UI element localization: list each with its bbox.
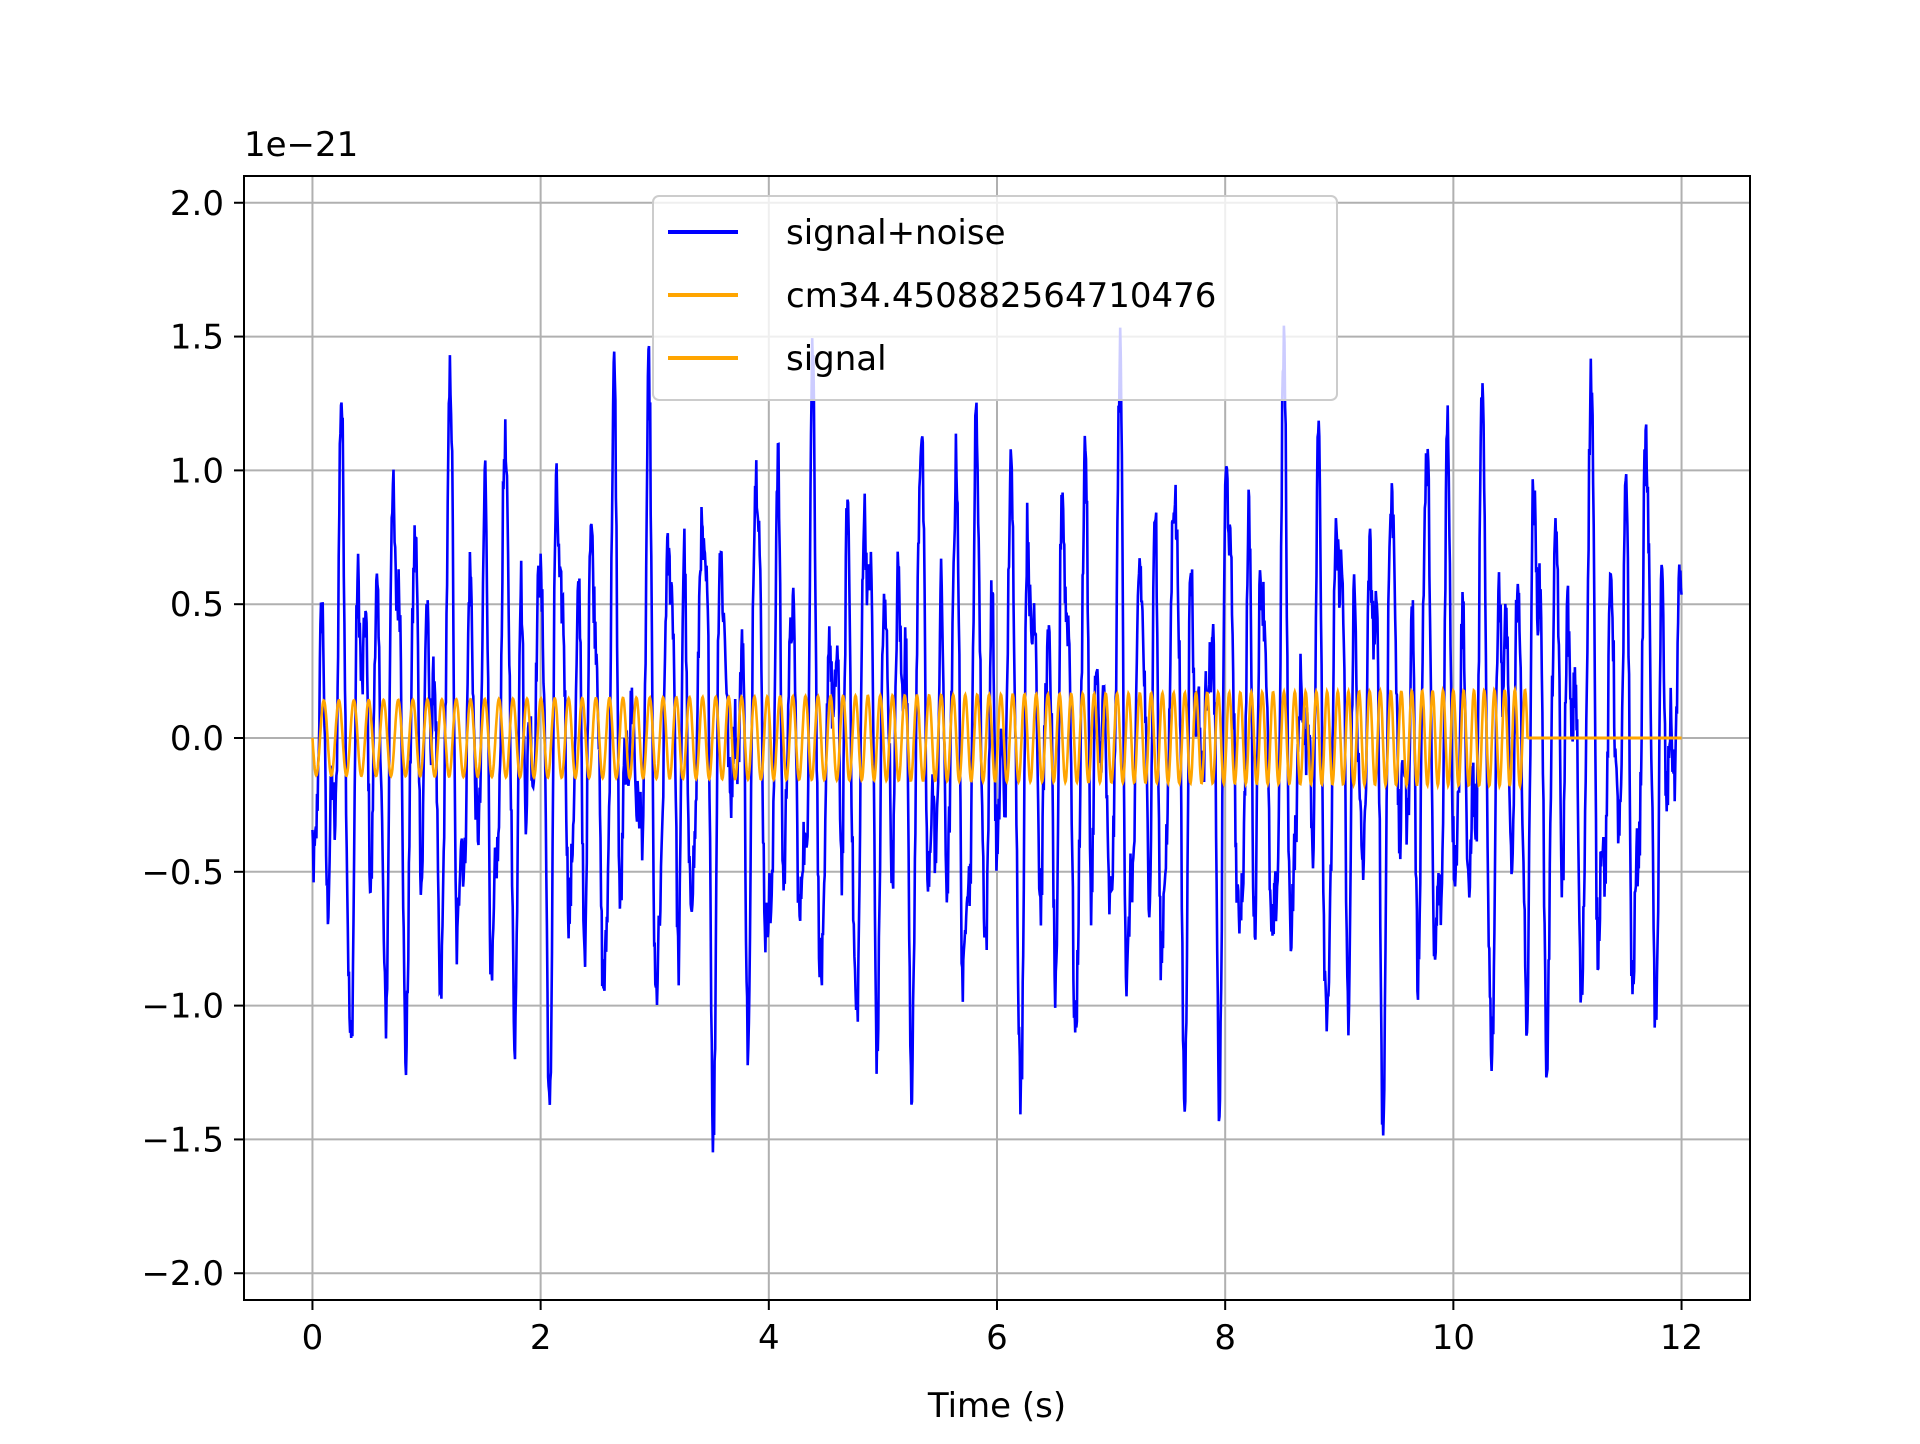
x-tick-label: 12 xyxy=(1660,1318,1703,1358)
x-axis-ticks: 0 2 4 6 8 10 12 xyxy=(302,1300,1703,1358)
y-tick-label: 0.0 xyxy=(170,719,224,759)
legend-label: signal+noise xyxy=(786,213,1006,253)
y-tick-label: −1.0 xyxy=(141,987,224,1027)
y-tick-label: −0.5 xyxy=(141,853,224,893)
y-tick-label: 1.0 xyxy=(170,451,224,491)
x-tick-label: 2 xyxy=(530,1318,552,1358)
y-tick-label: −1.5 xyxy=(141,1120,224,1160)
y-axis-offset-text: 1e−21 xyxy=(244,125,358,165)
y-tick-label: 0.5 xyxy=(170,585,224,625)
series-template-line xyxy=(311,684,1529,791)
legend-label: cm34.450882564710476 xyxy=(786,276,1216,316)
legend-label: signal xyxy=(786,339,887,379)
y-axis-ticks: −2.0 −1.5 −1.0 −0.5 0.0 0.5 1.0 1.5 2.0 xyxy=(141,184,244,1294)
x-axis-label: Time (s) xyxy=(927,1386,1066,1426)
y-tick-label: 2.0 xyxy=(170,184,224,224)
series-signal-noise-line xyxy=(311,325,1683,1153)
x-tick-label: 8 xyxy=(1214,1318,1236,1358)
x-tick-label: 0 xyxy=(302,1318,324,1358)
legend: signal+noise cm34.450882564710476 signal xyxy=(652,195,1338,401)
y-tick-label: −2.0 xyxy=(141,1254,224,1294)
y-tick-label: 1.5 xyxy=(170,318,224,358)
x-tick-label: 10 xyxy=(1432,1318,1475,1358)
x-tick-label: 4 xyxy=(758,1318,780,1358)
series-layer xyxy=(311,325,1683,1153)
legend-box xyxy=(652,195,1338,401)
x-tick-label: 6 xyxy=(986,1318,1008,1358)
